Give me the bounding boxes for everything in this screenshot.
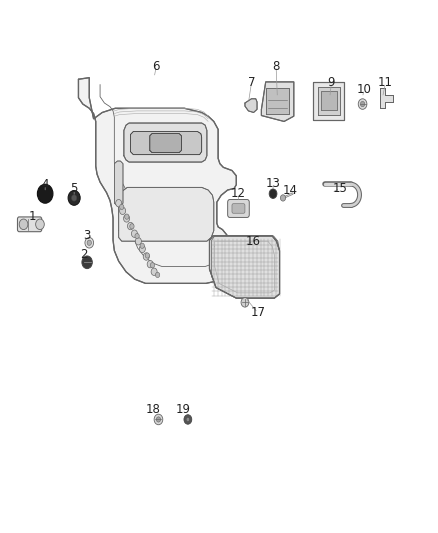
Polygon shape (245, 99, 257, 112)
Circle shape (85, 238, 94, 248)
Circle shape (150, 263, 155, 268)
Text: 4: 4 (42, 178, 49, 191)
Circle shape (241, 297, 249, 307)
Circle shape (147, 261, 153, 268)
Circle shape (269, 189, 277, 198)
Circle shape (155, 272, 160, 278)
Text: 1: 1 (28, 210, 36, 223)
Text: 15: 15 (332, 182, 347, 195)
Text: 12: 12 (231, 187, 246, 200)
Polygon shape (124, 123, 207, 162)
Text: 8: 8 (272, 60, 280, 72)
FancyBboxPatch shape (232, 204, 245, 213)
Circle shape (120, 207, 126, 214)
Text: 11: 11 (378, 76, 393, 90)
Text: 17: 17 (251, 306, 265, 319)
Circle shape (280, 195, 286, 201)
Circle shape (156, 417, 161, 422)
Polygon shape (380, 88, 393, 108)
Circle shape (135, 238, 141, 245)
Text: 18: 18 (146, 403, 161, 416)
Polygon shape (114, 161, 123, 206)
Circle shape (145, 253, 149, 258)
Circle shape (124, 215, 130, 222)
Polygon shape (261, 82, 294, 122)
Text: 5: 5 (71, 182, 78, 195)
Text: 10: 10 (357, 83, 371, 96)
Circle shape (184, 415, 192, 424)
Circle shape (19, 219, 28, 230)
Circle shape (116, 199, 122, 207)
Polygon shape (318, 87, 340, 115)
Circle shape (125, 214, 129, 219)
Circle shape (360, 101, 365, 107)
Text: 9: 9 (328, 76, 335, 90)
Circle shape (68, 191, 80, 205)
Text: 6: 6 (152, 60, 160, 72)
Circle shape (139, 245, 145, 253)
FancyBboxPatch shape (228, 199, 249, 217)
Polygon shape (78, 78, 236, 284)
Circle shape (71, 195, 77, 201)
Circle shape (151, 268, 157, 276)
Text: 16: 16 (246, 235, 261, 248)
Circle shape (35, 219, 44, 230)
Text: 7: 7 (247, 76, 255, 90)
Circle shape (154, 414, 163, 425)
Polygon shape (150, 134, 181, 152)
Text: 14: 14 (283, 183, 298, 197)
Circle shape (131, 230, 138, 237)
Text: 3: 3 (83, 229, 91, 243)
Circle shape (82, 256, 92, 269)
Circle shape (135, 233, 139, 239)
Circle shape (358, 99, 367, 109)
Polygon shape (321, 91, 337, 110)
Circle shape (186, 417, 190, 422)
FancyBboxPatch shape (18, 217, 42, 232)
Circle shape (37, 184, 53, 203)
Circle shape (120, 204, 124, 209)
Circle shape (140, 243, 145, 248)
Polygon shape (266, 88, 290, 114)
Circle shape (127, 222, 134, 230)
Polygon shape (209, 236, 279, 298)
Text: 2: 2 (80, 248, 88, 261)
Polygon shape (131, 132, 202, 155)
Polygon shape (119, 188, 214, 241)
Circle shape (130, 224, 134, 229)
Text: 13: 13 (265, 176, 280, 190)
Text: 19: 19 (176, 403, 191, 416)
Polygon shape (313, 82, 344, 120)
Circle shape (143, 253, 149, 260)
Circle shape (87, 240, 92, 245)
